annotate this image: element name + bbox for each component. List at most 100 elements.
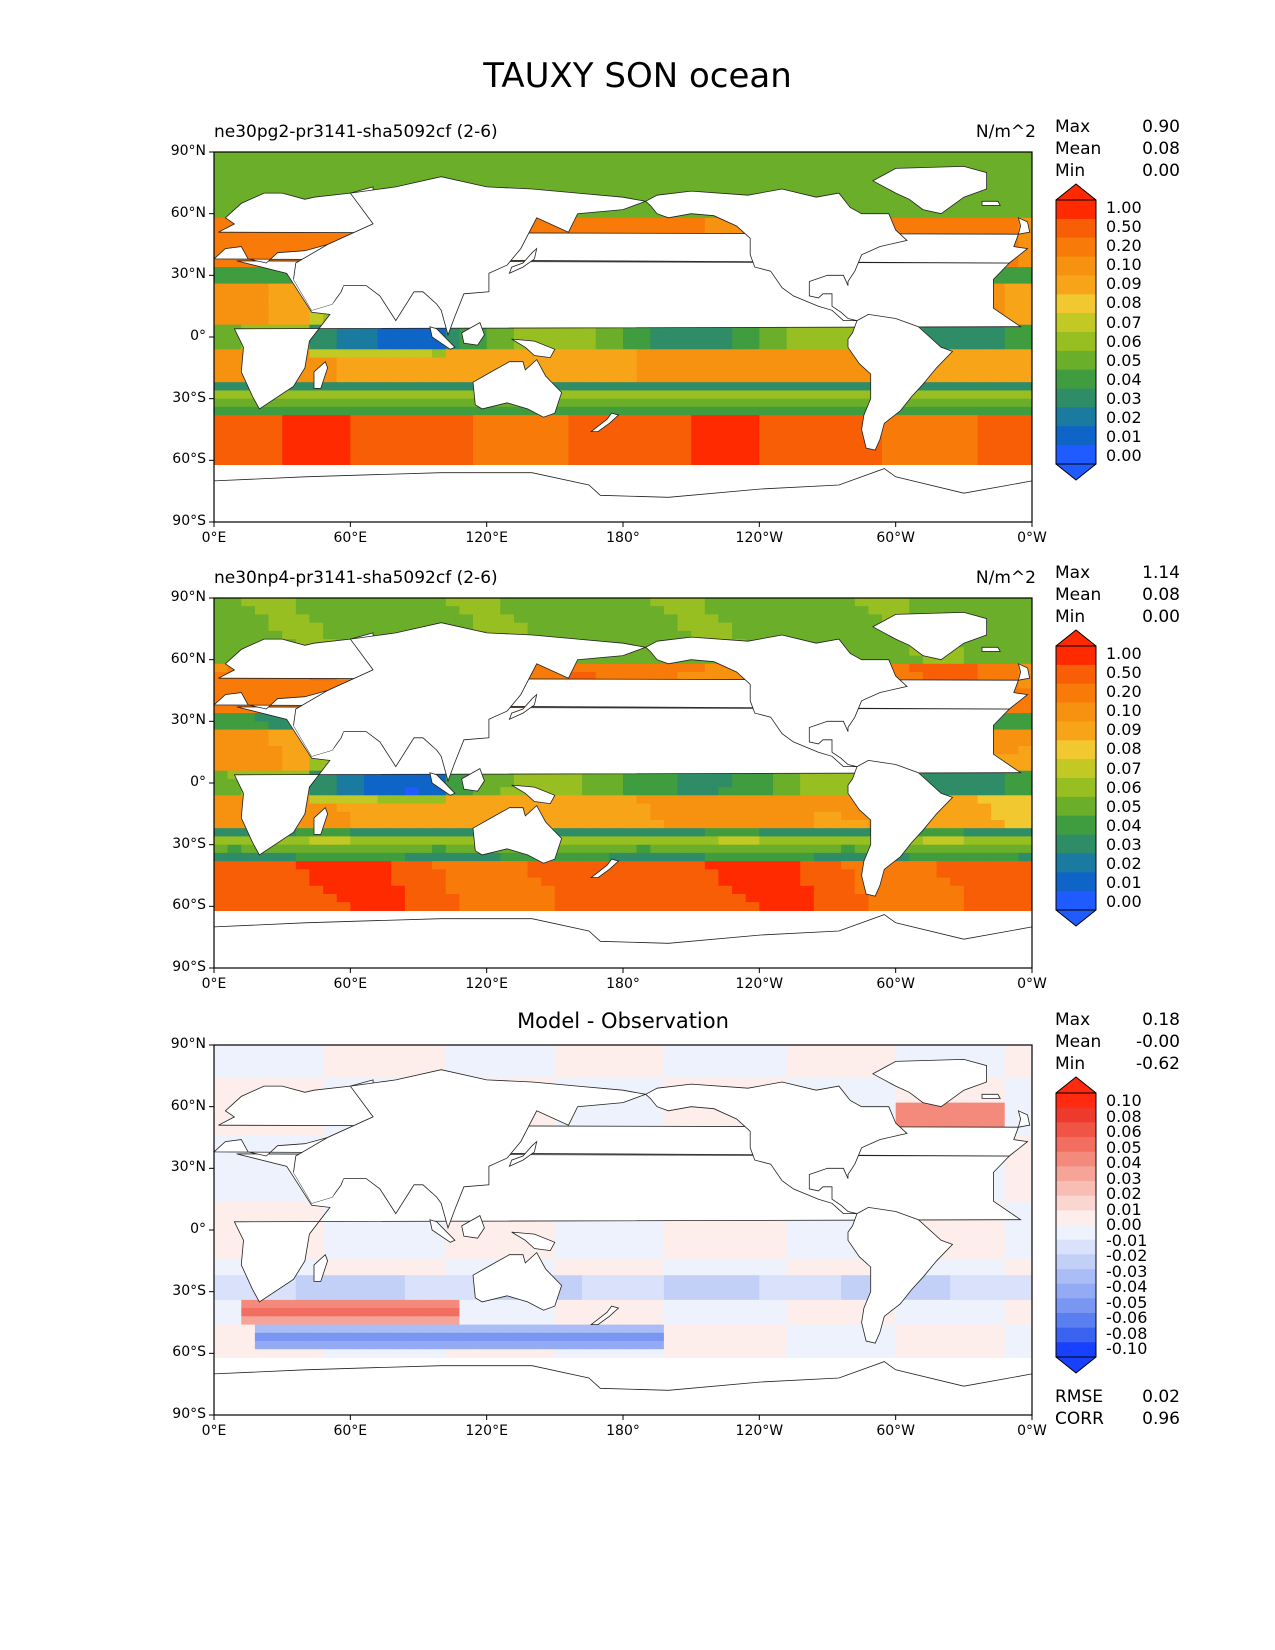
- stat-label: Max: [1055, 563, 1091, 583]
- panel-units: N/m^2: [975, 122, 1036, 142]
- land-borneo: [461, 1215, 485, 1239]
- land-iceland: [981, 200, 1001, 206]
- x-tick-label: 0°W: [1017, 1423, 1047, 1439]
- x-tick-label: 0°E: [201, 530, 227, 546]
- colorbar-tick-label: -0.08: [1106, 1323, 1148, 1343]
- colorbar-tick-label: 0.09: [1106, 720, 1142, 740]
- land-borneo: [461, 768, 485, 792]
- colorbar-tick-label: 0.00: [1106, 446, 1142, 465]
- colorbar-tick-label: 0.06: [1106, 777, 1142, 797]
- map-panel-diff: Model - Observation Max 0.18 Mean -0.00 Min -0…: [0, 1009, 1275, 1475]
- colorbar-tick-label: 0.20: [1106, 682, 1142, 702]
- land-australia: [472, 1251, 563, 1311]
- x-tick-label: 180°: [606, 976, 640, 992]
- colorbar-tick-label: 0.05: [1106, 1137, 1142, 1157]
- stat-row: Max 1.14: [1055, 562, 1180, 584]
- colorbar-tick-label: 0.04: [1106, 1153, 1142, 1172]
- stat-row: Mean 0.08: [1055, 138, 1180, 160]
- colorbar-tick-label: 0.02: [1106, 407, 1142, 427]
- x-tick-label: 60°W: [876, 530, 915, 546]
- diagnostic-row: RMSE 0.02: [1055, 1386, 1180, 1408]
- figure-title: TAUXY SON ocean: [483, 56, 792, 96]
- stat-label: Max: [1055, 117, 1091, 137]
- panel-stats: Max 0.90 Mean 0.08 Min 0.00: [1055, 116, 1180, 182]
- land-madagascar: [313, 807, 329, 835]
- land-newguinea: [511, 1231, 556, 1252]
- colorbar-tick-label: 0.03: [1106, 834, 1142, 854]
- land-japan: [508, 693, 538, 721]
- land-sumatra: [429, 1219, 456, 1243]
- land-madagascar: [313, 361, 329, 389]
- colorbar-tick-label: 0.04: [1106, 369, 1142, 389]
- colorbar-tick-label: 0.50: [1106, 663, 1142, 683]
- x-tick-label: 0°W: [1017, 976, 1047, 992]
- diagnostic-label: CORR: [1055, 1409, 1104, 1429]
- map-axes: [209, 597, 1033, 973]
- stat-value: 0.08: [1142, 139, 1180, 159]
- colorbar-tick-label: 0.00: [1106, 1215, 1142, 1234]
- land-arabia_fill: [293, 267, 344, 311]
- colorbar-tick-label: 0.10: [1106, 255, 1142, 275]
- colorbar-tick-label: -0.05: [1106, 1292, 1148, 1312]
- diagnostic-label: RMSE: [1055, 1387, 1104, 1407]
- land-madagascar: [313, 1254, 329, 1282]
- land-japan: [508, 247, 538, 275]
- y-tick-label: 90°N: [170, 589, 206, 605]
- y-tick-label: 30°S: [172, 1282, 206, 1299]
- x-tick-label: 120°E: [465, 530, 508, 546]
- y-tick-label: 0°: [190, 774, 206, 790]
- stat-row: Min -0.62: [1055, 1053, 1180, 1075]
- land-antarctica: [214, 914, 1032, 968]
- land-asia: [293, 622, 648, 783]
- land-nz: [590, 1305, 620, 1325]
- colorbar-tick-label: 0.08: [1106, 293, 1142, 313]
- colorbar-tick-label: 0.10: [1106, 1091, 1142, 1110]
- land-newguinea: [511, 784, 556, 805]
- colorbar-tick-label: 0.06: [1106, 331, 1142, 351]
- land-greenland: [872, 165, 987, 215]
- y-tick-label: 30°N: [170, 712, 206, 729]
- colorbar-tick-label: 0.06: [1106, 1122, 1142, 1141]
- colorbar: [1055, 183, 1097, 481]
- y-tick-label: 0°: [190, 1221, 206, 1237]
- stat-value: 0.90: [1142, 117, 1180, 137]
- x-tick-label: 60°E: [333, 1423, 368, 1439]
- land-samerica: [847, 313, 954, 451]
- y-tick-label: 60°N: [170, 650, 206, 667]
- stat-row: Mean -0.00: [1055, 1031, 1180, 1053]
- colorbar-tick-label: 0.50: [1106, 217, 1142, 237]
- colorbar-tick-label: 0.09: [1106, 274, 1142, 294]
- y-tick-label: 30°N: [170, 1159, 206, 1176]
- land-masses: [214, 611, 1032, 968]
- colorbar-tick-label: 1.00: [1106, 198, 1142, 217]
- x-tick-label: 0°E: [201, 1423, 227, 1439]
- colorbar-tick-label: 0.05: [1106, 350, 1142, 370]
- colorbar: [1055, 1076, 1097, 1374]
- land-nz: [590, 858, 620, 878]
- y-tick-label: 60°S: [172, 897, 206, 914]
- x-tick-label: 0°E: [201, 976, 227, 992]
- panel-units: N/m^2: [975, 568, 1036, 588]
- x-tick-label: 120°W: [735, 530, 784, 546]
- colorbar-tick-label: 0.20: [1106, 236, 1142, 256]
- colorbar-tick-label: 0.04: [1106, 815, 1142, 835]
- panel-title: ne30np4-pr3141-sha5092cf (2-6): [214, 568, 498, 588]
- x-tick-label: 60°W: [876, 1423, 915, 1439]
- colorbar-tick-label: 0.03: [1106, 388, 1142, 408]
- stat-label: Min: [1055, 161, 1086, 181]
- land-uk: [1017, 217, 1031, 235]
- y-tick-label: 30°S: [172, 389, 206, 406]
- colorbar-tick-label: 0.02: [1106, 1184, 1142, 1203]
- stat-label: Min: [1055, 1054, 1086, 1074]
- diagnostic-row: CORR 0.96: [1055, 1408, 1180, 1430]
- y-tick-label: 60°N: [170, 1097, 206, 1114]
- stat-value: -0.00: [1136, 1032, 1180, 1052]
- colorbar-tick-label: 0.01: [1106, 872, 1142, 892]
- panel-diagnostics: RMSE 0.02 CORR 0.96: [1055, 1386, 1180, 1430]
- x-tick-label: 120°E: [465, 1423, 508, 1439]
- stat-label: Max: [1055, 1010, 1091, 1030]
- colorbar-tick-label: 0.07: [1106, 312, 1142, 332]
- x-tick-label: 180°: [606, 1423, 640, 1439]
- y-tick-label: 90°N: [170, 1036, 206, 1052]
